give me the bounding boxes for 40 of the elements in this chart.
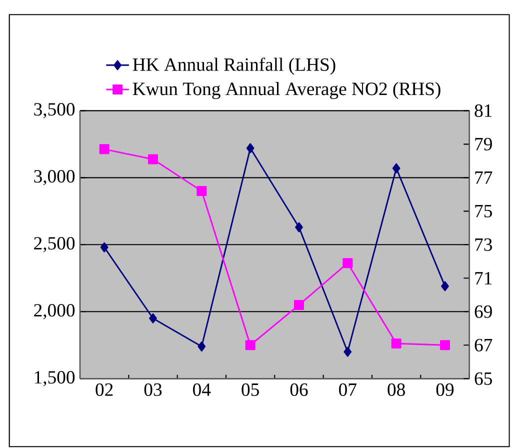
point <box>149 313 157 324</box>
point <box>246 143 254 154</box>
point <box>245 340 256 350</box>
x-tick-label: 04 <box>193 383 211 396</box>
legend-label: Kwun Tong Annual Average NO2 (RHS) <box>132 82 440 100</box>
y-tick-label: 2,000 <box>34 304 75 320</box>
point <box>342 258 353 268</box>
y-tick-label: 1,500 <box>34 371 75 386</box>
x-tick-label: 05 <box>242 383 259 396</box>
point <box>294 300 304 310</box>
y2-tick-label: 75 <box>475 204 492 218</box>
x-tick-label: 09 <box>436 383 454 396</box>
point <box>295 222 303 232</box>
x-tick-label: 07 <box>339 383 356 396</box>
y-tick-label: 2,500 <box>34 237 75 252</box>
legend-label: HK Annual Rainfall (LHS) <box>132 58 336 75</box>
point <box>148 154 158 164</box>
y2-tick-label: 73 <box>475 238 492 251</box>
point <box>196 186 207 196</box>
y2-tick-label: 77 <box>475 172 492 184</box>
point <box>441 281 449 292</box>
y2-tick-label: 81 <box>474 104 492 117</box>
point <box>99 144 110 154</box>
x-tick-label: 08 <box>388 383 405 396</box>
y2-tick-label: 65 <box>474 372 492 385</box>
point <box>440 340 450 350</box>
y2-tick-label: 67 <box>474 338 492 352</box>
y-tick-label: 3,000 <box>34 170 75 186</box>
x-tick-label: 02 <box>96 383 113 396</box>
point <box>198 341 206 352</box>
x-tick-label: 03 <box>144 383 162 396</box>
y2-tick-label: 71 <box>475 272 492 284</box>
x-tick-label: 06 <box>290 383 308 396</box>
point <box>344 346 352 357</box>
point <box>391 338 402 348</box>
y2-tick-label: 79 <box>475 138 492 150</box>
point <box>100 242 108 252</box>
y-tick-label: 3,500 <box>34 103 75 118</box>
point <box>392 163 400 174</box>
y2-tick-label: 69 <box>474 305 492 318</box>
